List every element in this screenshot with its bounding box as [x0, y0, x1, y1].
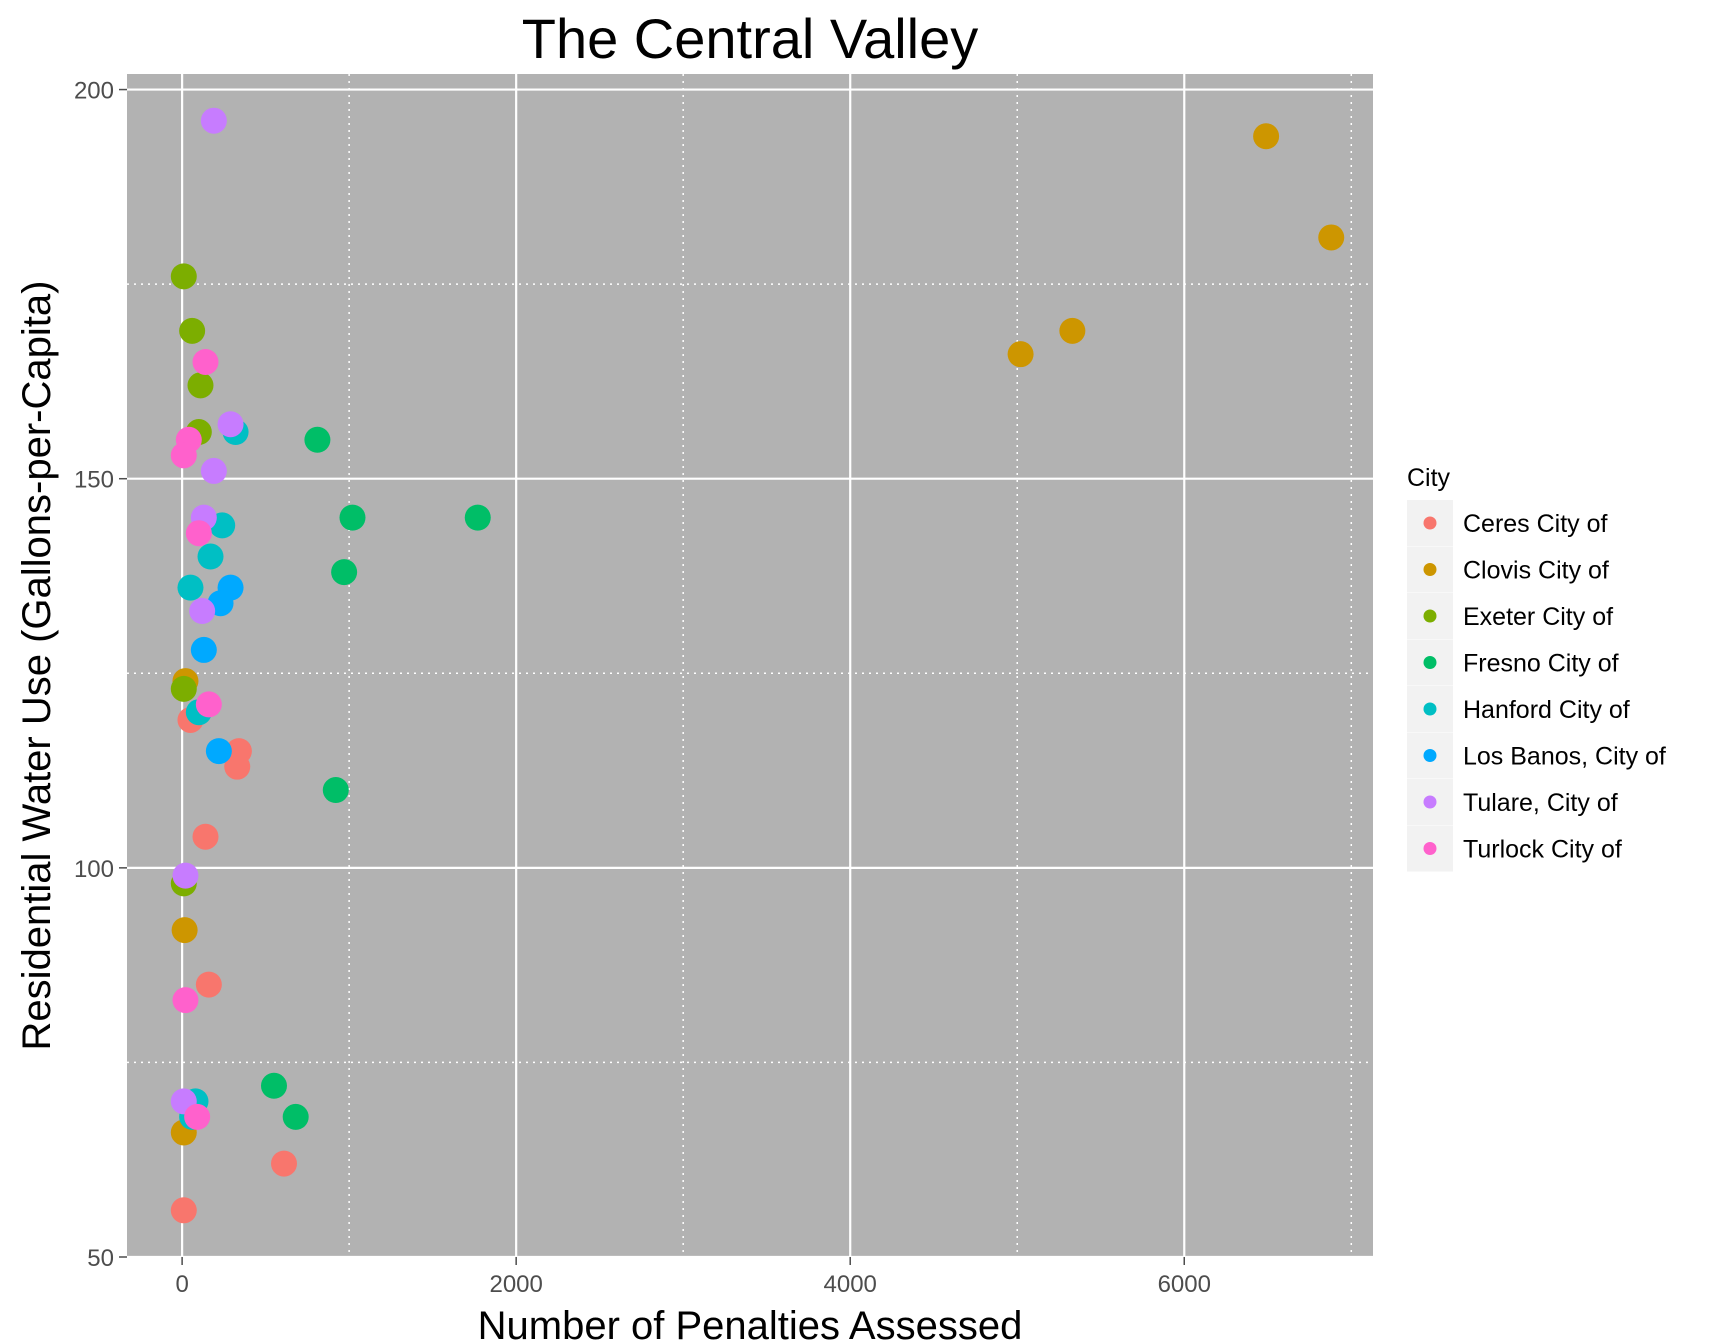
legend-label: Fresno City of [1463, 650, 1619, 678]
data-point [200, 107, 227, 134]
data-point [170, 442, 197, 469]
data-point [171, 917, 198, 944]
data-point [205, 738, 232, 765]
legend-marker [1423, 702, 1437, 716]
y-tick-label: 200 [74, 78, 114, 105]
legend-label: Clovis City of [1463, 557, 1609, 585]
data-point [195, 971, 222, 998]
legend: City Ceres City of Clovis City of Exeter C… [1407, 464, 1666, 872]
data-point [339, 504, 366, 531]
legend-label: Hanford City of [1463, 696, 1630, 724]
data-point [282, 1103, 309, 1130]
minor-gridlines [127, 74, 1373, 1257]
data-point [464, 504, 491, 531]
data-point [172, 862, 199, 889]
x-tick-label: 6000 [1158, 1271, 1211, 1298]
axis-ticks [119, 88, 1186, 1265]
data-point [172, 987, 199, 1014]
data-point [1253, 123, 1280, 150]
legend-label: Ceres City of [1463, 510, 1608, 538]
data-point [1318, 224, 1345, 251]
chart-title: The Central Valley [522, 7, 979, 70]
legend-label: Tulare, City of [1463, 789, 1618, 817]
data-point [184, 1103, 211, 1130]
data-point [195, 691, 222, 718]
legend-marker [1423, 656, 1437, 669]
legend-items: Ceres City of Clovis City of Exeter City o… [1407, 500, 1666, 872]
data-point [304, 426, 331, 453]
data-point [271, 1150, 298, 1177]
data-point [185, 520, 212, 547]
data-point [1007, 341, 1034, 368]
x-tick-label: 4000 [824, 1271, 877, 1298]
data-point [189, 598, 216, 625]
legend-label: Turlock City of [1463, 836, 1622, 864]
legend-label: Exeter City of [1463, 603, 1613, 631]
major-gridlines [127, 74, 1373, 1259]
y-tick-label: 100 [74, 856, 114, 883]
data-point [179, 317, 206, 344]
legend-marker [1423, 563, 1437, 576]
x-tick-label: 2000 [489, 1271, 542, 1298]
data-point [170, 263, 197, 290]
y-axis-title: Residential Water Use (Gallons-per-Capit… [15, 281, 59, 1051]
data-point [192, 348, 219, 375]
data-point [225, 738, 252, 765]
y-tick-label: 150 [74, 467, 114, 494]
data-point [170, 675, 197, 702]
data-point [260, 1072, 287, 1099]
legend-title: City [1407, 464, 1451, 492]
data-point [331, 559, 358, 586]
legend-label: Los Banos, City of [1463, 743, 1666, 771]
plot-panel [127, 74, 1373, 1257]
data-points [170, 107, 1345, 1224]
data-point [200, 457, 227, 484]
x-axis-title: Number of Penalties Assessed [478, 1304, 1023, 1344]
data-point [170, 1197, 197, 1224]
tick-labels: 0 2000 4000 6000 50 100 150 200 [74, 78, 1211, 1298]
legend-marker [1423, 749, 1437, 762]
y-tick-label: 50 [87, 1245, 114, 1272]
data-point [217, 411, 244, 438]
data-point [192, 823, 219, 850]
legend-marker [1423, 516, 1437, 530]
x-tick-label: 0 [175, 1271, 188, 1298]
data-point [197, 543, 224, 570]
legend-marker [1423, 609, 1437, 623]
data-point [1059, 317, 1086, 344]
legend-marker [1423, 842, 1437, 855]
data-point [177, 574, 204, 601]
data-point [322, 777, 349, 804]
legend-marker [1423, 795, 1437, 809]
data-point [190, 636, 217, 663]
data-point [187, 372, 214, 399]
